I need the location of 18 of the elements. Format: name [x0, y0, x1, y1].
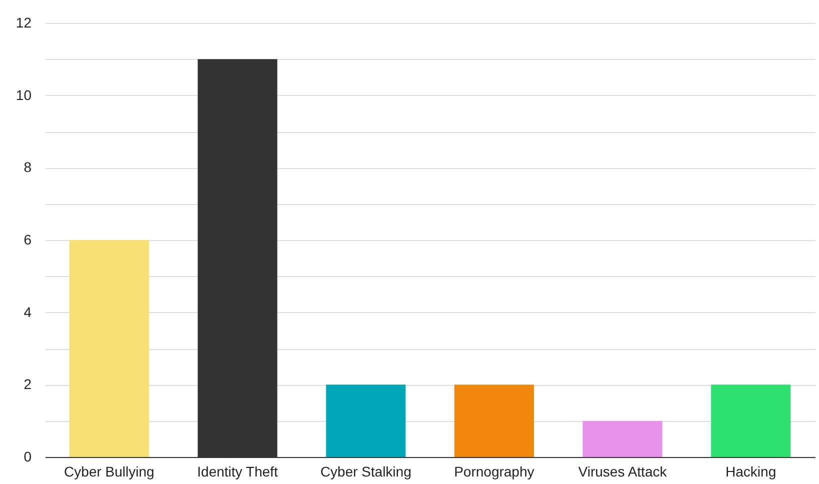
bar	[711, 384, 791, 457]
y-tick-label: 0	[24, 448, 32, 464]
x-tick-label: Cyber Bullying	[64, 464, 154, 480]
y-tick-label: 6	[24, 232, 32, 248]
x-tick-label: Viruses Attack	[578, 464, 668, 480]
y-tick-label: 2	[24, 376, 32, 392]
y-tick-label: 10	[16, 86, 32, 103]
y-tick-label: 12	[16, 14, 32, 30]
x-tick-label: Identity Theft	[197, 464, 278, 480]
x-tick-label: Pornography	[454, 464, 534, 480]
bar	[326, 384, 406, 457]
x-tick-label: Hacking	[726, 464, 776, 480]
bar	[454, 384, 534, 457]
bar	[69, 240, 149, 457]
y-tick-label: 4	[24, 304, 32, 320]
x-tick-label: Cyber Stalking	[320, 464, 412, 480]
y-tick-label: 8	[24, 159, 32, 176]
bar	[582, 420, 662, 457]
